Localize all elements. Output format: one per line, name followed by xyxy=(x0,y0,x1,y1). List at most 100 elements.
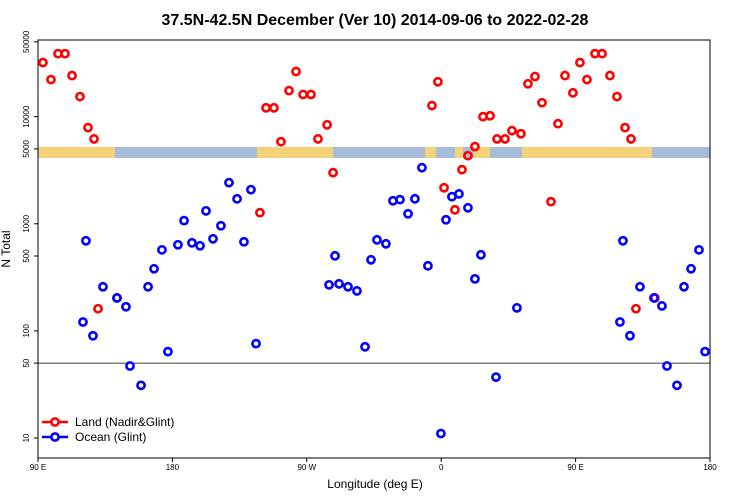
point xyxy=(568,87,578,98)
point xyxy=(313,134,323,144)
point xyxy=(89,134,99,144)
point xyxy=(694,244,704,255)
point xyxy=(201,205,211,216)
land-strip xyxy=(455,147,463,158)
x-tick-label: 0 xyxy=(439,463,444,472)
point xyxy=(328,167,338,178)
point xyxy=(605,70,615,81)
point xyxy=(251,338,261,349)
point xyxy=(60,48,70,59)
land-strip xyxy=(522,147,652,158)
point xyxy=(500,134,510,144)
point xyxy=(187,237,197,248)
x-tick-label: 180 xyxy=(166,463,180,472)
point xyxy=(395,194,405,205)
point xyxy=(98,281,108,292)
point xyxy=(649,293,659,303)
point xyxy=(427,100,437,111)
point xyxy=(239,236,249,247)
plot-frame xyxy=(37,39,711,459)
point xyxy=(343,281,353,292)
point xyxy=(255,207,265,218)
point xyxy=(553,118,563,129)
point xyxy=(381,238,391,249)
point xyxy=(625,330,635,341)
point xyxy=(516,128,526,139)
y-tick-label: 100 xyxy=(22,324,31,338)
point xyxy=(485,110,495,121)
point xyxy=(530,71,540,82)
land-strip xyxy=(474,147,490,158)
point xyxy=(582,74,592,85)
point xyxy=(454,189,464,199)
point xyxy=(597,48,607,59)
point xyxy=(232,193,242,204)
point xyxy=(179,215,189,226)
point xyxy=(46,74,56,85)
land-strip xyxy=(257,147,333,158)
chart-title: 37.5N-42.5N December (Ver 10) 2014-09-06… xyxy=(162,12,589,29)
point xyxy=(410,193,420,204)
point xyxy=(523,78,533,89)
point xyxy=(450,204,460,215)
point xyxy=(537,97,547,108)
point xyxy=(463,150,473,161)
y-tick-label: 10000 xyxy=(22,105,31,128)
y-tick-label: 10 xyxy=(22,433,31,442)
point xyxy=(93,303,103,314)
point xyxy=(433,76,443,87)
x-tick-label: 90 W xyxy=(297,463,316,472)
point xyxy=(334,278,344,289)
surface-strip xyxy=(38,147,710,158)
point xyxy=(439,182,449,193)
point xyxy=(372,234,382,245)
point xyxy=(441,214,451,225)
y-tick-label: 50 xyxy=(22,358,31,367)
point xyxy=(507,125,517,136)
point xyxy=(470,273,480,284)
point xyxy=(75,91,85,102)
point xyxy=(67,70,77,81)
y-tick-label: 1000 xyxy=(22,214,31,232)
legend-label: Land (Nadir&Glint) xyxy=(75,415,174,429)
point xyxy=(476,249,486,260)
point xyxy=(620,122,630,133)
point xyxy=(149,263,159,274)
point xyxy=(686,263,696,274)
x-axis-label: Longitude (deg E) xyxy=(327,477,422,491)
x-tick-label: 90 E xyxy=(567,463,583,472)
point xyxy=(491,372,501,383)
point xyxy=(157,244,167,255)
point xyxy=(612,91,622,102)
point xyxy=(657,301,667,311)
point xyxy=(78,317,88,327)
point xyxy=(216,220,226,231)
point xyxy=(615,317,625,327)
y-tick-label: 50000 xyxy=(22,30,31,53)
x-tick-label: 180 xyxy=(703,463,717,472)
point xyxy=(492,134,502,144)
point xyxy=(195,240,205,251)
point xyxy=(672,380,682,391)
point xyxy=(575,57,585,68)
point xyxy=(88,330,98,341)
point xyxy=(261,102,271,113)
point xyxy=(298,89,308,100)
point xyxy=(81,235,91,246)
point xyxy=(284,85,294,96)
y-tick-label: 500 xyxy=(22,249,31,263)
point xyxy=(121,301,131,312)
point xyxy=(269,102,279,113)
point xyxy=(457,164,467,175)
legend-marker xyxy=(50,432,60,442)
point xyxy=(546,196,556,207)
land-strip xyxy=(425,147,436,158)
point xyxy=(662,361,672,371)
point xyxy=(470,141,480,152)
point xyxy=(423,260,433,271)
point xyxy=(246,184,256,195)
point xyxy=(136,380,146,391)
point xyxy=(360,341,370,352)
point xyxy=(112,293,122,303)
